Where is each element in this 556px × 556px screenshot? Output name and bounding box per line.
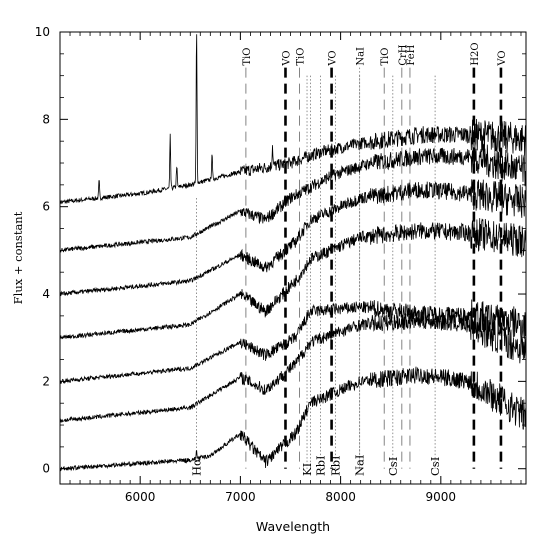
x-tick-label: 7000 bbox=[225, 490, 256, 504]
x-axis-label: Wavelength bbox=[256, 519, 330, 534]
x-tick-label: 6000 bbox=[125, 490, 156, 504]
y-axis-label: Flux + constant bbox=[11, 211, 25, 304]
spectrum-line-2 bbox=[59, 179, 527, 297]
bottom-feature-label: RbI bbox=[314, 455, 328, 476]
y-tick-label: 8 bbox=[42, 112, 50, 126]
spectrum-line-1 bbox=[59, 141, 527, 253]
bottom-feature-label: CsI bbox=[428, 457, 442, 476]
top-feature-label: TiO bbox=[242, 48, 253, 66]
top-feature-label: CrH bbox=[398, 44, 409, 65]
bottom-feature-label: CsI bbox=[386, 457, 400, 476]
spectrum-line-5 bbox=[59, 308, 527, 423]
y-tick-label: 4 bbox=[42, 287, 50, 301]
spectrum-line-0 bbox=[59, 34, 527, 205]
series-group bbox=[59, 34, 527, 472]
x-tick-label: 9000 bbox=[426, 490, 457, 504]
top-feature-label: VO bbox=[328, 50, 339, 66]
top-feature-label: TiO bbox=[296, 48, 307, 66]
y-tick-label: 0 bbox=[42, 462, 50, 476]
bottom-feature-label: KI bbox=[300, 463, 314, 476]
bottom-feature-label: Hα bbox=[190, 458, 204, 476]
top-feature-label: FeH bbox=[406, 44, 417, 65]
bottom-line-labels: Hα KI RbI RbI NaI CsI CsI bbox=[190, 455, 443, 476]
ticks-group: 6000 7000 8000 9000 0 2 4 6 8 10 bbox=[35, 25, 526, 504]
plot-frame bbox=[59, 31, 527, 485]
bottom-feature-label: RbI bbox=[328, 455, 342, 476]
spectrum-line-3 bbox=[59, 216, 527, 340]
y-tick-label: 6 bbox=[42, 200, 50, 214]
y-tick-label: 10 bbox=[35, 25, 50, 39]
top-feature-label: H2O bbox=[470, 42, 481, 65]
y-tick-label: 2 bbox=[42, 374, 50, 388]
top-feature-label: VO bbox=[497, 50, 508, 66]
x-tick-label: 8000 bbox=[325, 490, 356, 504]
top-feature-label: NaI bbox=[356, 47, 367, 66]
bottom-feature-label: NaI bbox=[353, 455, 367, 476]
spectrum-line-4 bbox=[59, 299, 527, 385]
top-feature-label: TiO bbox=[380, 48, 391, 66]
spectrum-line-6 bbox=[59, 366, 527, 472]
top-feature-label: VO bbox=[281, 50, 292, 66]
